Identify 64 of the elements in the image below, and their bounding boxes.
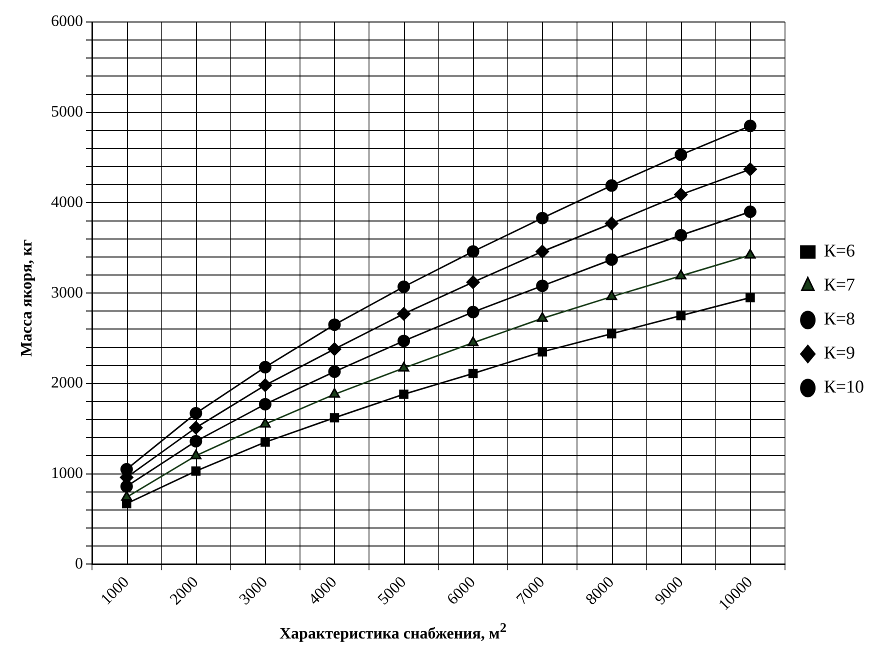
point	[122, 498, 132, 508]
legend-label: К=8	[824, 308, 856, 329]
y-tick-label: 2000	[51, 374, 83, 392]
point	[466, 245, 480, 258]
y-tick-label: 3000	[51, 284, 83, 302]
point	[605, 253, 618, 266]
point	[398, 280, 410, 293]
point	[258, 398, 272, 410]
legend-label: К=10	[824, 376, 864, 397]
legend-label: К=9	[824, 342, 856, 363]
point	[744, 248, 756, 259]
point	[676, 311, 686, 320]
y-tick-label: 6000	[51, 13, 83, 30]
point	[397, 307, 411, 321]
point	[328, 388, 340, 398]
point	[328, 342, 342, 356]
point	[258, 360, 272, 374]
point	[328, 365, 341, 378]
point	[744, 120, 756, 132]
point	[538, 347, 547, 356]
point	[328, 318, 341, 331]
y-axis-title: Масса якоря, кг	[19, 239, 37, 357]
y-tick-label: 1000	[51, 464, 83, 482]
point	[536, 212, 549, 224]
point	[674, 148, 688, 162]
x-tick-label: 7000	[514, 574, 548, 608]
point	[674, 228, 688, 242]
point	[190, 435, 202, 448]
point	[398, 362, 410, 372]
legend-label: К=6	[824, 240, 856, 261]
y-tick-label: 5000	[51, 104, 83, 121]
point	[258, 378, 272, 392]
y-tick-label: 4000	[51, 194, 83, 211]
x-tick-label: 6000	[444, 574, 479, 608]
point	[190, 449, 202, 460]
point	[398, 334, 410, 348]
point	[466, 275, 480, 289]
point	[604, 216, 618, 230]
point	[536, 280, 549, 292]
point	[260, 438, 270, 447]
point	[743, 162, 757, 176]
y-tick-label: 0	[75, 555, 83, 572]
point	[189, 420, 203, 434]
point	[260, 418, 271, 428]
point	[466, 306, 480, 318]
point	[468, 368, 478, 378]
point	[399, 390, 408, 399]
point	[606, 329, 616, 338]
point	[674, 188, 688, 202]
x-tick-label: 4000	[306, 574, 340, 608]
point	[536, 244, 550, 258]
point	[675, 270, 686, 280]
legend-label: К=7	[824, 274, 856, 295]
point	[744, 206, 756, 218]
point	[330, 413, 340, 422]
point	[190, 406, 202, 420]
point	[605, 179, 618, 192]
x-axis-title: Характеристика снабжения, м$^{2}$	[278, 620, 508, 644]
point	[191, 466, 201, 476]
point	[536, 312, 548, 322]
point	[606, 290, 618, 300]
point	[468, 336, 479, 346]
point	[746, 292, 755, 302]
point	[120, 480, 133, 493]
